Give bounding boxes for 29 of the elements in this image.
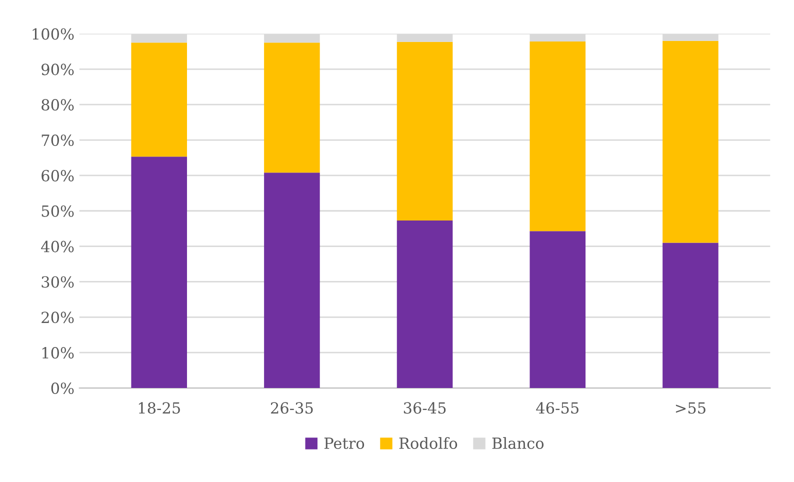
x-tick-label: 36-45 bbox=[404, 402, 446, 414]
y-tick-label: 90% bbox=[42, 64, 74, 76]
legend-label: Petro bbox=[324, 438, 364, 450]
bar bbox=[396, 220, 453, 388]
bar bbox=[662, 242, 718, 388]
x-tick-label: >55 bbox=[676, 402, 706, 414]
legend-label: Rodolfo bbox=[399, 437, 458, 450]
y-tick-label: 20% bbox=[42, 312, 74, 324]
bar bbox=[530, 42, 586, 232]
y-tick-label: 60% bbox=[42, 170, 74, 182]
legend-label: Blanco bbox=[492, 437, 544, 450]
bar bbox=[530, 231, 586, 388]
y-tick-label: 30% bbox=[42, 276, 74, 288]
bar bbox=[264, 172, 320, 388]
bar bbox=[131, 42, 187, 157]
x-tick-label: 18-25 bbox=[138, 402, 180, 414]
y-tick-label: 100% bbox=[32, 28, 74, 40]
y-tick-label: 40% bbox=[41, 240, 74, 252]
bar bbox=[264, 42, 320, 173]
x-tick-label: 26-35 bbox=[270, 402, 313, 414]
y-tick-label: 80% bbox=[42, 99, 74, 111]
y-tick-label: 50% bbox=[42, 205, 74, 217]
y-tick-label: 0% bbox=[51, 382, 74, 394]
y-tick-label: 10% bbox=[42, 347, 74, 359]
bar bbox=[662, 40, 718, 243]
bar bbox=[131, 156, 187, 388]
x-tick-label: 46-55 bbox=[536, 402, 578, 414]
bar bbox=[396, 42, 453, 220]
y-tick-label: 70% bbox=[42, 134, 74, 146]
